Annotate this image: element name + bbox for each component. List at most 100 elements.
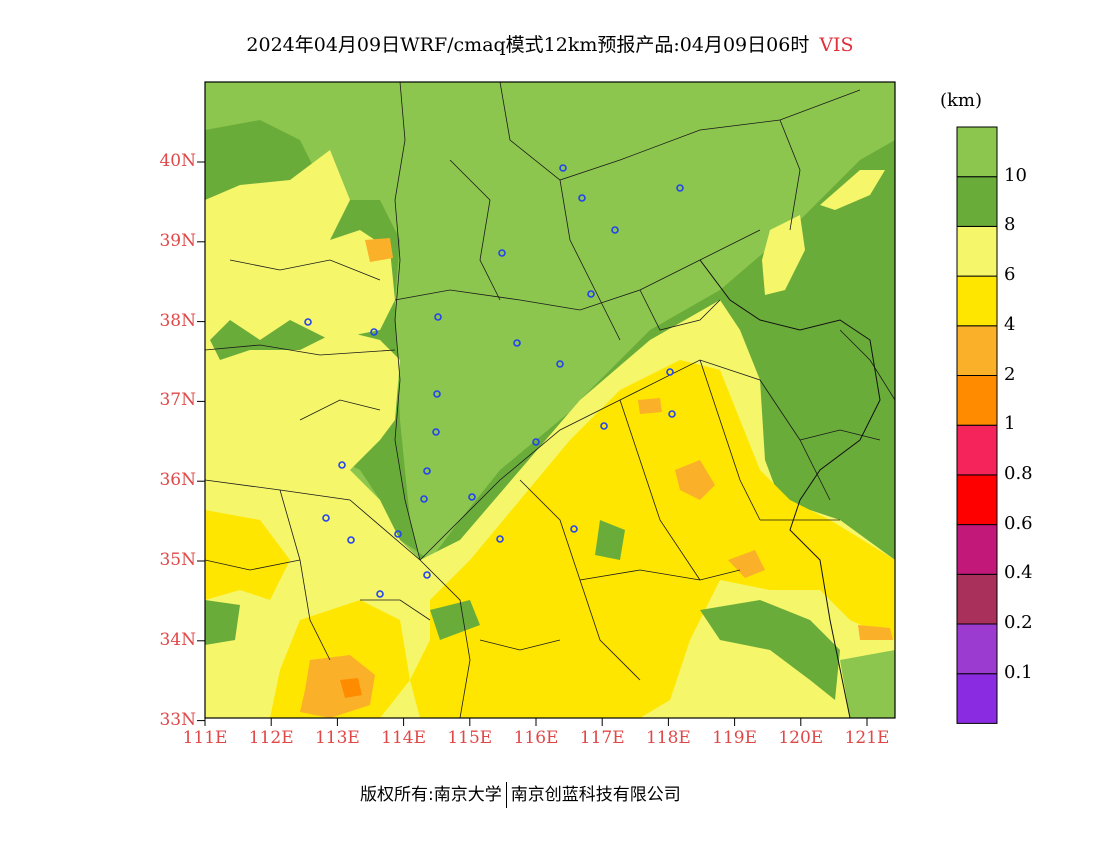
colorbar-swatch xyxy=(956,375,998,426)
colorbar-label: 0.2 xyxy=(1004,612,1033,633)
coastline xyxy=(699,259,881,718)
monitoring-station-marker xyxy=(556,360,564,368)
station-markers xyxy=(304,164,684,598)
monitoring-station-marker xyxy=(611,226,619,234)
zone-vis-over-10-se xyxy=(840,650,895,718)
colorbar-label: 4 xyxy=(1004,313,1016,335)
colorbar-label: 0.6 xyxy=(1004,512,1033,534)
visibility-field xyxy=(205,82,895,718)
colorbar-unit: (km) xyxy=(940,90,983,111)
colorbar-swatch xyxy=(956,573,998,625)
zone-vis-2-4-small xyxy=(638,398,662,414)
colorbar-swatch xyxy=(956,424,998,476)
x-tick-label: 115E xyxy=(447,728,493,748)
colorbar-swatch xyxy=(956,225,998,277)
x-tick-label: 118E xyxy=(645,728,691,748)
copyright-footer: 版权所有:南京大学 南京创蓝科技有限公司 xyxy=(360,780,681,808)
monitoring-station-marker xyxy=(370,328,378,336)
zone-vis-2-4-east xyxy=(675,460,715,500)
y-tick-label: 40N xyxy=(159,151,196,171)
monitoring-station-marker xyxy=(498,249,506,257)
map-title: 2024年04月09日WRF/cmaq模式12km预报产品:04月09日06时 V… xyxy=(0,30,1100,57)
colorbar-swatch xyxy=(956,275,998,327)
x-tick-label: 114E xyxy=(381,728,427,748)
colorbar-swatch xyxy=(956,126,998,178)
x-tick-label: 121E xyxy=(844,728,890,748)
y-tick-label: 36N xyxy=(159,470,196,491)
x-tick-label: 116E xyxy=(513,728,559,748)
monitoring-station-marker xyxy=(676,184,684,192)
colorbar-swatch xyxy=(956,176,998,227)
monitoring-station-marker xyxy=(433,390,441,398)
y-tick-label: 33N xyxy=(159,709,196,730)
colorbar-swatch xyxy=(956,325,998,376)
colorbar-swatch xyxy=(956,474,998,526)
monitoring-station-marker xyxy=(532,438,540,446)
zone-vis-1-2 xyxy=(340,678,362,698)
zone-vis-2-4-southwest xyxy=(300,655,375,718)
colorbar-label: 8 xyxy=(1004,214,1016,236)
monitoring-station-marker xyxy=(304,318,312,326)
y-tick-label: 39N xyxy=(159,230,196,251)
monitoring-station-marker xyxy=(347,536,355,544)
x-tick-label: 113E xyxy=(314,728,360,748)
monitoring-station-marker xyxy=(468,493,476,501)
zone-vis-2-4-sea xyxy=(858,625,893,640)
title-variable: VIS xyxy=(819,34,854,56)
x-tick-label: 117E xyxy=(579,728,625,748)
zone-vis-8-10-inland xyxy=(595,520,625,560)
monitoring-station-marker xyxy=(668,410,676,418)
axis-ticks xyxy=(197,161,868,726)
monitoring-station-marker xyxy=(394,530,402,538)
colorbar-swatch xyxy=(956,623,998,675)
monitoring-station-marker xyxy=(423,467,431,475)
monitoring-station-marker xyxy=(423,571,431,579)
zone-vis-8-10 xyxy=(205,120,895,560)
title-main: 2024年04月09日WRF/cmaq模式12km预报产品:04月09日06时 xyxy=(246,34,810,56)
colorbar-swatch xyxy=(956,524,998,575)
colorbar-label: 10 xyxy=(1004,164,1027,186)
y-tick-label: 34N xyxy=(159,629,196,650)
x-tick-label: 120E xyxy=(778,728,824,748)
zone-vis-8-10-small xyxy=(430,600,480,640)
monitoring-station-marker xyxy=(434,313,442,321)
x-tick-label: 119E xyxy=(712,728,758,748)
monitoring-station-marker xyxy=(322,514,330,522)
monitoring-station-marker xyxy=(376,590,384,598)
monitoring-station-marker xyxy=(587,290,595,298)
monitoring-station-marker xyxy=(420,495,428,503)
colorbar-label: 0.8 xyxy=(1004,462,1033,484)
zone-vis-2-4-coast xyxy=(728,550,765,578)
monitoring-station-marker xyxy=(570,525,578,533)
footer-separator xyxy=(505,782,507,808)
colorbar-label: 6 xyxy=(1004,264,1016,286)
monitoring-station-marker xyxy=(513,339,521,347)
zone-vis-4-6-west xyxy=(205,510,290,600)
zone-vis-2-4-north xyxy=(365,238,393,262)
zone-vis-8-10-south xyxy=(700,600,840,700)
zone-vis-6-8-ne-blob xyxy=(762,215,805,295)
x-tick-label: 111E xyxy=(182,728,228,748)
monitoring-station-marker xyxy=(666,368,674,376)
zone-vis-6-8-ne-blob2 xyxy=(820,170,885,210)
footer-left: 版权所有:南京大学 xyxy=(360,785,502,805)
colorbar xyxy=(956,126,998,724)
monitoring-station-marker xyxy=(578,194,586,202)
colorbar-swatch xyxy=(956,673,998,724)
footer-right: 南京创蓝科技有限公司 xyxy=(510,785,681,805)
y-tick-label: 35N xyxy=(159,550,196,570)
monitoring-station-marker xyxy=(338,461,346,469)
monitoring-station-marker xyxy=(600,422,608,430)
monitoring-station-marker xyxy=(559,164,567,172)
y-tick-label: 37N xyxy=(159,390,196,411)
plot-frame xyxy=(204,81,896,719)
zone-vis-6-8-west xyxy=(205,150,400,470)
colorbar-label: 2 xyxy=(1004,363,1016,385)
x-tick-label: 112E xyxy=(248,728,294,748)
monitoring-station-marker xyxy=(432,428,440,436)
zone-vis-4-6-central xyxy=(410,360,895,718)
admin-boundaries xyxy=(205,82,895,718)
monitoring-station-marker xyxy=(496,535,504,543)
colorbar-label: 0.1 xyxy=(1004,661,1033,683)
